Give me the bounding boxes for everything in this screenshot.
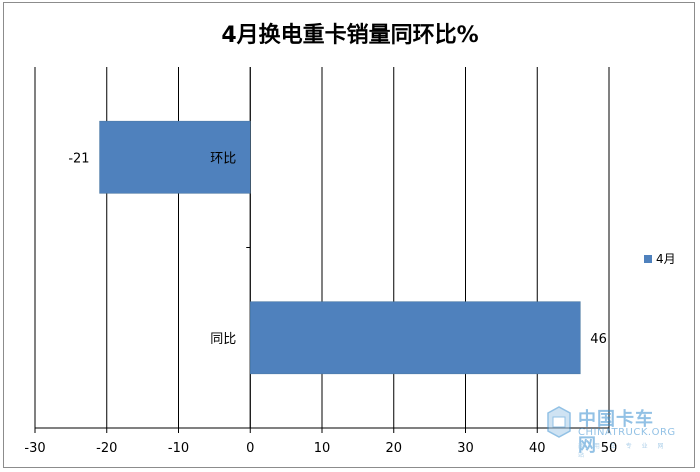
watermark-tagline: 商 用 车 专 业 网 站 <box>578 443 668 459</box>
x-tick-label: 50 <box>601 441 618 456</box>
watermark-logo: 中国卡车网 CHINATRUCK.ORG 商 用 车 专 业 网 站 <box>544 403 675 459</box>
data-label: 46 <box>590 332 607 347</box>
x-tick-label: -30 <box>24 441 45 456</box>
x-tick-label: 30 <box>457 441 474 456</box>
legend-label: 4月 <box>656 252 676 266</box>
legend: 4月 <box>644 250 676 267</box>
category-label: 环比 <box>210 151 236 166</box>
x-tick-label: 40 <box>529 441 546 456</box>
x-tick-label: -20 <box>96 441 117 456</box>
data-label: -21 <box>68 151 89 166</box>
chart-frame: 4月换电重卡销量同环比% -30 -20 -10 0 10 20 30 40 50 同比 46 环比 -… <box>3 2 695 468</box>
legend-swatch <box>644 254 652 263</box>
category-label: 同比 <box>210 332 236 347</box>
bar <box>250 301 581 375</box>
chart-plot: -30 -20 -10 0 10 20 30 40 50 同比 46 环比 -21 <box>24 67 618 456</box>
chart-title: 4月换电重卡销量同环比% <box>221 23 479 48</box>
x-tick-label: 0 <box>246 441 254 456</box>
bar <box>99 120 251 194</box>
watermark-domain: CHINATRUCK.ORG <box>578 427 676 438</box>
x-tick-label: 10 <box>314 441 331 456</box>
truck-logo-icon <box>547 406 571 438</box>
x-tick-label: 20 <box>385 441 402 456</box>
watermark-name: 中国卡车网 <box>578 409 654 456</box>
x-tick-label: -10 <box>168 441 189 456</box>
